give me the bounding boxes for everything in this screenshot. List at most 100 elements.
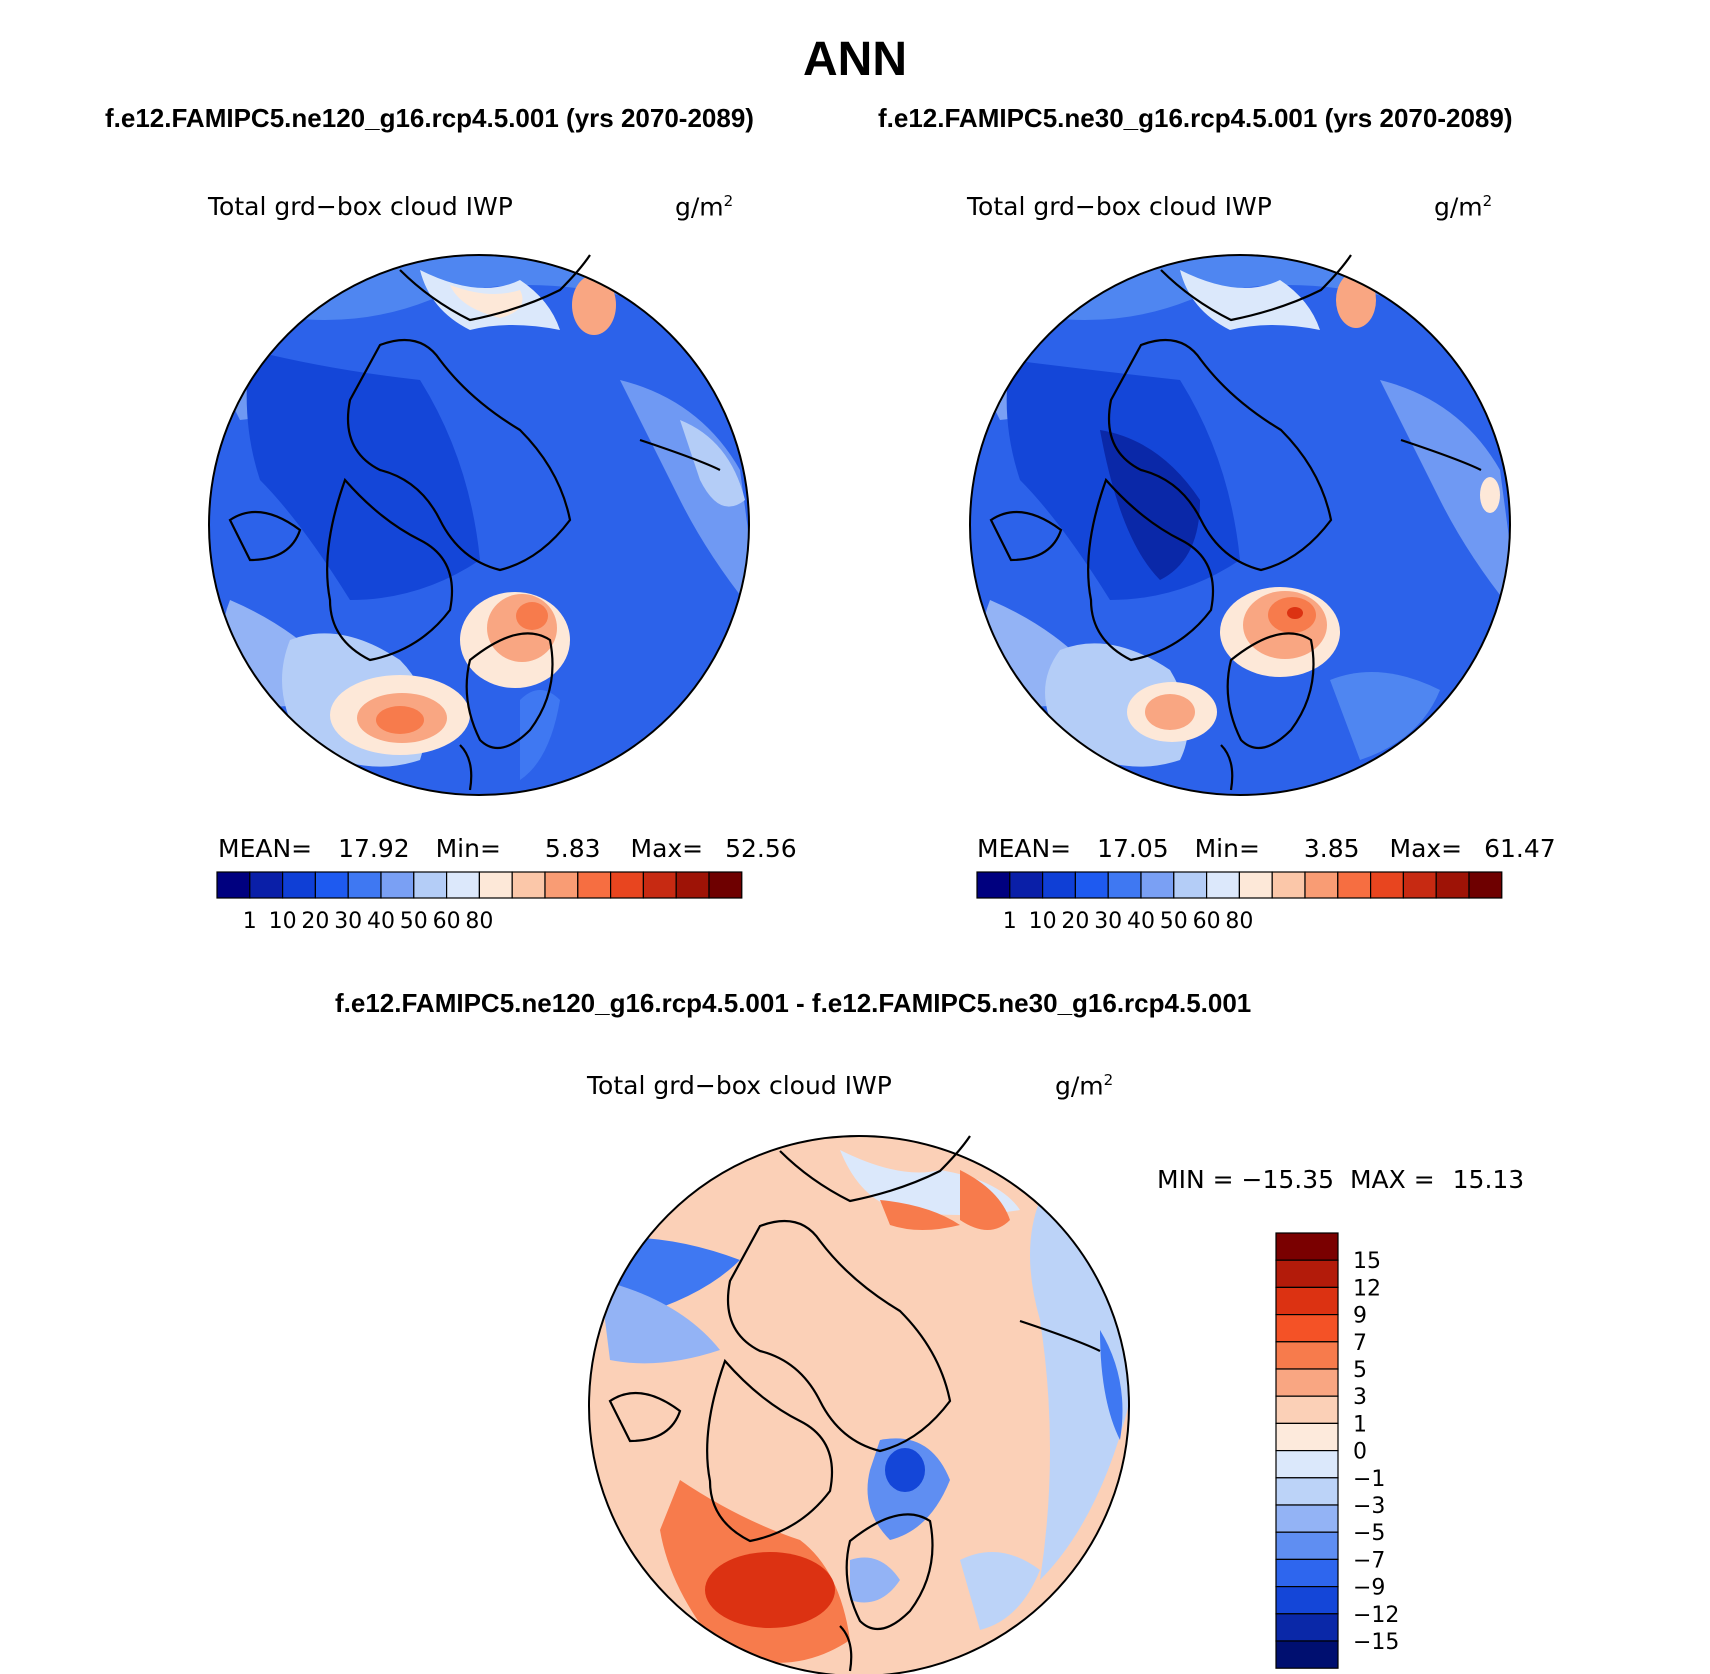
colorbar-tick-label: 30	[334, 909, 362, 934]
colorbar-swatch	[1074, 871, 1109, 899]
colorbar-tick-label: 60	[1193, 909, 1221, 934]
colorbar-swatch	[609, 871, 644, 899]
colorbar-swatch	[1275, 1613, 1339, 1642]
colorbar-tick-label: 12	[1353, 1276, 1381, 1301]
colorbar-swatch	[1041, 871, 1076, 899]
colorbar-swatch	[282, 871, 317, 899]
map-boundary	[969, 254, 1511, 796]
colorbar-tick-label: 1	[1353, 1412, 1367, 1437]
colorbar-tick-label: −7	[1353, 1548, 1385, 1573]
max-value: 15.13	[1452, 1165, 1525, 1194]
colorbar-tick-label: 10	[269, 909, 297, 934]
stats-line: MEAN= 17.05 Min= 3.85 Max= 61.47	[977, 834, 1556, 863]
colorbar-swatch	[675, 871, 710, 899]
colorbar-tick-label: 20	[301, 909, 329, 934]
colorbar-swatch	[1468, 871, 1503, 899]
units-label: g/m2	[1055, 1071, 1114, 1101]
colorbar-swatch	[577, 871, 612, 899]
map-ne30	[970, 255, 1510, 795]
map-difference	[589, 1136, 1129, 1674]
colorbar-swatch	[1275, 1585, 1339, 1615]
colorbar-swatch	[1205, 871, 1240, 899]
colorbar-swatch	[708, 871, 743, 899]
max-label: Max=	[1389, 834, 1463, 863]
colorbar-swatch	[1275, 1259, 1339, 1288]
colorbar-tick-label: 7	[1353, 1331, 1367, 1356]
map-boundary	[588, 1135, 1130, 1674]
colorbar-swatch	[380, 871, 415, 899]
case-title-ne30: f.e12.FAMIPC5.ne30_g16.rcp4.5.001 (yrs 2…	[878, 103, 1513, 133]
colorbar-tick-label: −9	[1353, 1576, 1385, 1601]
colorbar-swatch	[314, 871, 349, 899]
colorbar-tick-label: −12	[1353, 1603, 1399, 1628]
colorbar-tick-label: 80	[465, 909, 493, 934]
colorbar-swatch	[976, 871, 1011, 899]
colorbar-swatch	[1140, 871, 1175, 899]
colorbar-swatch	[1435, 871, 1470, 899]
colorbar-swatch	[1009, 871, 1044, 899]
colorbar-tick-label: 30	[1094, 909, 1122, 934]
colorbar-swatch	[1369, 871, 1404, 899]
colorbar-swatch	[1275, 1640, 1339, 1669]
colorbar-swatch	[1275, 1368, 1339, 1397]
colorbar-tick-label: 15	[1353, 1249, 1381, 1274]
max-label: MAX =	[1349, 1165, 1435, 1194]
colorbar-tick-label: 50	[400, 909, 428, 934]
colorbar-tick-label: 80	[1225, 909, 1253, 934]
colorbar-tick-label: −1	[1353, 1467, 1385, 1492]
colorbar-swatch	[413, 871, 448, 899]
colorbar-swatch	[1275, 1286, 1339, 1316]
colorbar-swatch	[1275, 1422, 1339, 1452]
colorbar-swatch	[1304, 871, 1339, 899]
colorbar-swatch	[1275, 1558, 1339, 1588]
colorbar-swatch	[1275, 1504, 1339, 1533]
colorbar-tick-label: −5	[1353, 1521, 1385, 1546]
colorbar-tick-label: −3	[1353, 1494, 1385, 1519]
coastlines	[228, 254, 721, 791]
case-title-ne120: f.e12.FAMIPC5.ne120_g16.rcp4.5.001 (yrs …	[105, 103, 754, 133]
units-label: g/m2	[675, 192, 734, 222]
variable-label: Total grd−box cloud IWP	[208, 192, 513, 221]
colorbar-tick-label: 10	[1029, 909, 1057, 934]
colorbar-swatch	[249, 871, 284, 899]
colorbar-swatch	[1337, 871, 1372, 899]
colorbar-tick-label: 20	[1061, 909, 1089, 934]
min-value: −15.35	[1241, 1165, 1335, 1194]
colorbar-tick-label: 40	[1127, 909, 1155, 934]
mean-value: 17.92	[338, 834, 410, 863]
variable-label: Total grd−box cloud IWP	[587, 1071, 892, 1100]
colorbar-swatch	[544, 871, 579, 899]
colorbar-swatch	[1275, 1313, 1339, 1343]
colorbar-tick-label: 60	[433, 909, 461, 934]
colorbar-swatch	[1275, 1232, 1339, 1261]
colorbar-swatch	[511, 871, 546, 899]
stats-line: MEAN= 17.92 Min= 5.83 Max= 52.56	[218, 834, 797, 863]
colorbar-tick-label: 3	[1353, 1385, 1367, 1410]
coastlines	[608, 1135, 1101, 1672]
colorbar-tick-label: 0	[1353, 1440, 1367, 1465]
map-boundary	[208, 254, 750, 796]
mean-label: MEAN=	[218, 834, 313, 863]
max-label: Max=	[630, 834, 704, 863]
colorbar-swatch	[1275, 1449, 1339, 1479]
colorbar-tick-label: 50	[1160, 909, 1188, 934]
colorbar-swatch	[446, 871, 481, 899]
colorbar-tick-label: 1	[243, 909, 257, 934]
colorbar-swatch	[1275, 1531, 1339, 1560]
max-value: 52.56	[725, 834, 797, 863]
colorbar-swatch	[1275, 1395, 1339, 1424]
colorbar-tick-label: 1	[1003, 909, 1017, 934]
coastlines	[989, 254, 1482, 791]
min-label: MIN =	[1157, 1165, 1234, 1194]
colorbar-tick-label: 40	[367, 909, 395, 934]
mean-label: MEAN=	[977, 834, 1072, 863]
units-label: g/m2	[1434, 192, 1493, 222]
colorbar-swatch	[1173, 871, 1208, 899]
colorbar-swatch	[347, 871, 382, 899]
min-value: 3.85	[1303, 834, 1360, 863]
colorbar-swatch	[216, 871, 251, 899]
colorbar-swatch	[478, 871, 513, 899]
max-value: 61.47	[1484, 834, 1556, 863]
case-title-difference: f.e12.FAMIPC5.ne120_g16.rcp4.5.001 - f.e…	[335, 988, 1252, 1018]
